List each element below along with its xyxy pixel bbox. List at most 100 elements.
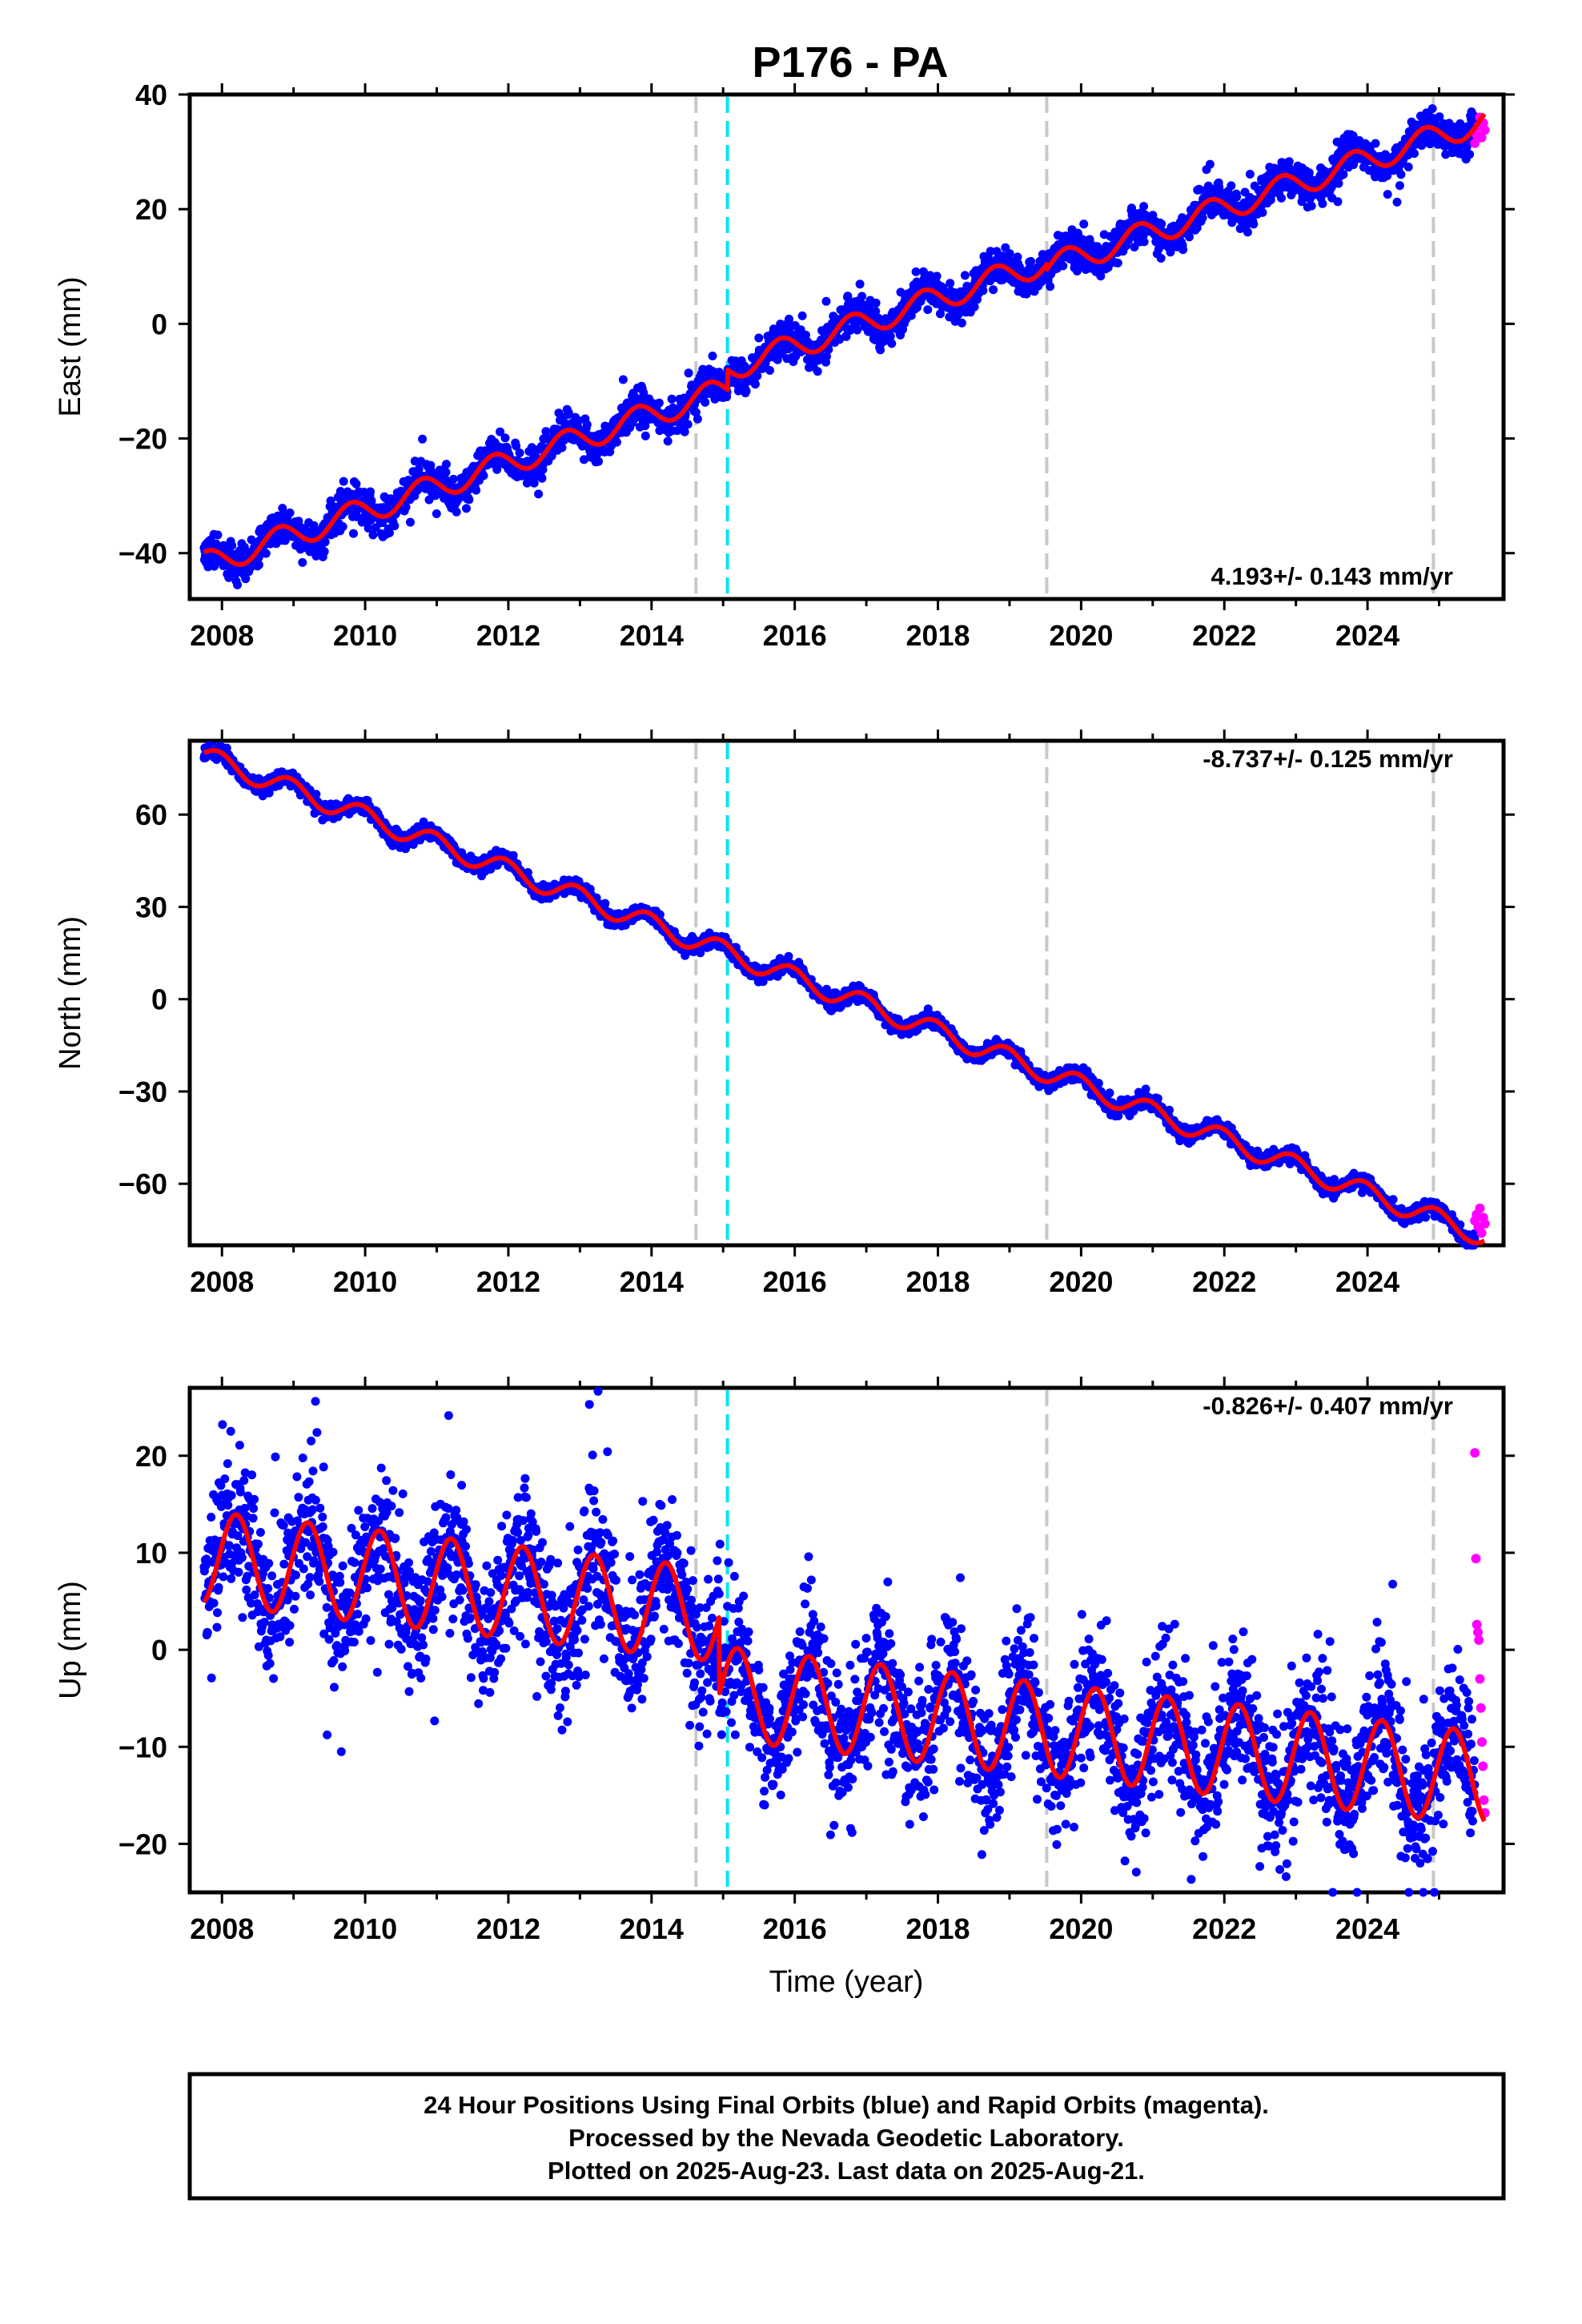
east-point xyxy=(654,398,664,408)
east-point xyxy=(785,314,793,324)
east-point xyxy=(529,478,539,488)
east-point xyxy=(534,489,544,499)
east-point xyxy=(582,420,592,429)
east-point xyxy=(683,420,693,429)
east-point xyxy=(1395,181,1404,191)
east-point xyxy=(1243,227,1252,237)
east-panel-frame xyxy=(187,92,1506,601)
east-point xyxy=(1156,254,1166,263)
east-point xyxy=(541,427,551,436)
east-point xyxy=(957,318,966,328)
east-x-tick-label: 2010 xyxy=(333,619,397,652)
east-point xyxy=(426,460,436,470)
east-y-tick-label: 20 xyxy=(135,193,167,226)
east-point xyxy=(496,427,505,436)
east-point xyxy=(1318,199,1327,208)
east-point xyxy=(1284,157,1294,167)
east-point xyxy=(821,296,831,306)
east-point xyxy=(708,352,717,360)
east-point xyxy=(1333,197,1343,207)
east-point xyxy=(366,487,375,497)
east-point xyxy=(247,535,256,545)
east-point xyxy=(452,507,461,517)
east-point xyxy=(1339,170,1348,179)
east-point xyxy=(261,549,271,558)
east-y-axis-label: East (mm) xyxy=(54,276,87,416)
east-point xyxy=(701,397,710,407)
east-point xyxy=(741,386,751,396)
east-x-tick-label: 2014 xyxy=(620,619,684,652)
east-point xyxy=(1079,219,1089,229)
east-point xyxy=(385,528,394,537)
east-point xyxy=(285,508,295,517)
north-data-points xyxy=(199,741,1480,1250)
east-point xyxy=(1026,256,1036,266)
east-point xyxy=(1258,207,1267,217)
east-point xyxy=(1307,201,1316,211)
east-point xyxy=(1334,179,1343,188)
east-point xyxy=(537,473,547,483)
east-point xyxy=(932,271,942,281)
east-point xyxy=(1427,104,1437,114)
east-point xyxy=(1113,258,1122,267)
east-point xyxy=(515,448,524,457)
east-point xyxy=(390,521,400,531)
east-point xyxy=(1139,202,1149,211)
east-point xyxy=(320,537,330,547)
east-point xyxy=(557,443,567,452)
east-point xyxy=(564,408,573,417)
east-point xyxy=(1410,149,1419,159)
east-point xyxy=(797,311,807,320)
north-point xyxy=(600,899,610,908)
east-point xyxy=(684,368,693,378)
east-point xyxy=(224,573,234,582)
east-point xyxy=(1227,181,1236,191)
east-point xyxy=(855,279,865,289)
east-y-tick-label: 40 xyxy=(135,78,167,111)
east-point xyxy=(339,476,348,486)
east-point xyxy=(418,434,428,444)
east-point xyxy=(441,468,451,477)
east-point xyxy=(618,375,628,384)
east-point xyxy=(871,298,881,308)
east-point xyxy=(1396,170,1406,179)
east-point xyxy=(326,496,335,505)
east-point xyxy=(750,380,760,389)
east-point xyxy=(612,437,621,447)
east-point xyxy=(512,441,521,451)
east-point xyxy=(351,479,361,489)
east-point xyxy=(210,561,219,571)
east-point xyxy=(813,367,822,376)
east-point xyxy=(1403,163,1413,171)
east-point xyxy=(1232,192,1242,202)
east-point xyxy=(640,431,650,440)
east-point xyxy=(432,509,441,518)
east-point xyxy=(464,495,474,505)
east-point xyxy=(1058,261,1068,271)
east-point xyxy=(219,541,228,550)
east-y-tick-label: 0 xyxy=(151,308,167,340)
east-point xyxy=(462,504,471,513)
east-point xyxy=(401,502,411,512)
east-x-tick-label: 2008 xyxy=(190,619,254,652)
east-point xyxy=(853,325,862,335)
east-point xyxy=(472,485,481,495)
east-point xyxy=(693,414,702,424)
east-point xyxy=(1245,170,1255,179)
east-point xyxy=(1046,282,1055,292)
east-rapid-point xyxy=(1480,125,1490,135)
east-point xyxy=(479,471,488,480)
east-point xyxy=(960,271,970,280)
east-break-lines xyxy=(694,97,1435,597)
east-point xyxy=(424,495,434,505)
east-point xyxy=(368,530,378,540)
east-point xyxy=(1005,249,1014,259)
east-rate-text: 4.193+/- 0.143 mm/yr xyxy=(1211,562,1453,590)
east-point xyxy=(1198,213,1207,223)
east-point xyxy=(978,286,988,296)
east-point xyxy=(989,285,998,295)
east-y-tick-label: −40 xyxy=(118,537,167,570)
east-point xyxy=(442,460,451,469)
east-point xyxy=(887,339,897,348)
